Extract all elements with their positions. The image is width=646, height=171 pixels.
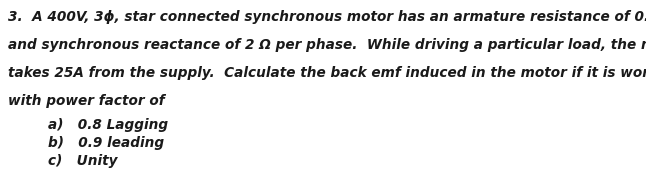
Text: with power factor of: with power factor of: [8, 94, 165, 108]
Text: b)   0.9 leading: b) 0.9 leading: [48, 136, 164, 150]
Text: a)   0.8 Lagging: a) 0.8 Lagging: [48, 118, 168, 132]
Text: takes 25A from the supply.  Calculate the back emf induced in the motor if it is: takes 25A from the supply. Calculate the…: [8, 66, 646, 80]
Text: c)   Unity: c) Unity: [48, 154, 118, 168]
Text: 3.  A 400V, 3ϕ, star connected synchronous motor has an armature resistance of 0: 3. A 400V, 3ϕ, star connected synchronou…: [8, 10, 646, 24]
Text: and synchronous reactance of 2 Ω per phase.  While driving a particular load, th: and synchronous reactance of 2 Ω per pha…: [8, 38, 646, 52]
